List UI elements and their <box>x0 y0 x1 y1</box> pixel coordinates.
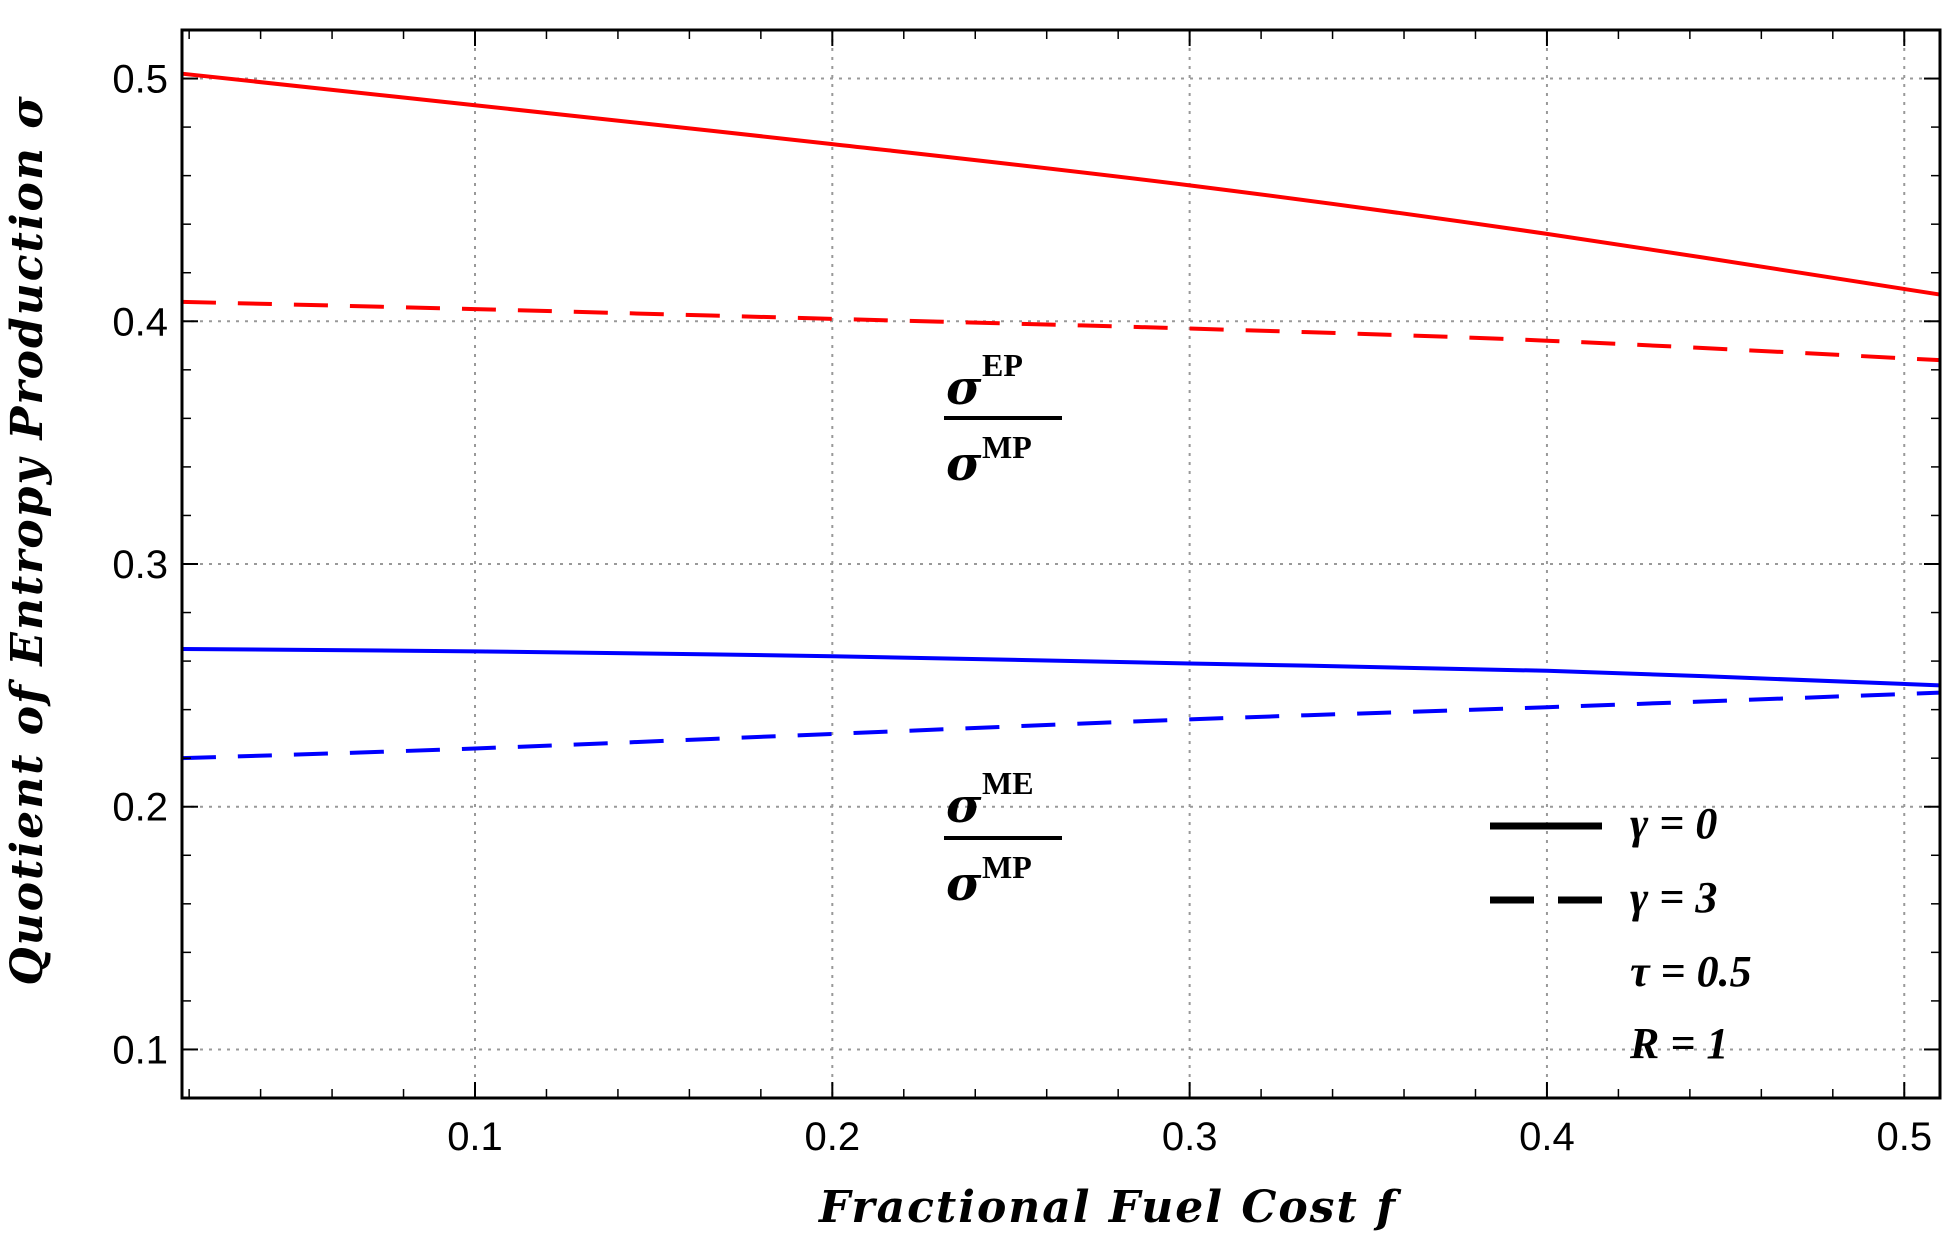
legend: γ = 0 γ = 3 τ = 0.5 R = 1 <box>1490 799 1752 1068</box>
series-layer <box>181 71 1941 761</box>
annotation-ep-denominator-sup: MP <box>982 429 1032 465</box>
y-tick-label: 0.2 <box>112 786 168 830</box>
annotation-ep-numerator-sup: EP <box>982 347 1023 383</box>
series-line-2 <box>181 646 1941 688</box>
tick-label-layer: 0.1 0.2 0.3 0.4 0.5 0.1 0.2 0.3 0.4 0.5 <box>112 58 1932 1159</box>
y-axis-title: Quotient of Entropy Production σ <box>2 94 53 985</box>
annotation-ep-mp: σ EP σ MP <box>944 347 1062 492</box>
annotation-ep-denominator-symbol: σ <box>946 436 982 492</box>
legend-label-gamma-3: γ = 3 <box>1630 873 1717 922</box>
annotation-me-numerator-sup: ME <box>982 765 1034 801</box>
y-tick-label: 0.5 <box>112 58 168 102</box>
series-line-0 <box>181 71 1941 297</box>
series-line-1 <box>181 299 1941 363</box>
x-tick-label: 0.2 <box>805 1115 861 1159</box>
legend-param-tau: τ = 0.5 <box>1630 947 1752 996</box>
x-tick-label: 0.1 <box>447 1115 503 1159</box>
legend-param-r: R = 1 <box>1629 1019 1728 1068</box>
series-line-3 <box>181 690 1941 761</box>
y-tick-label: 0.4 <box>112 300 168 344</box>
annotation-me-denominator-sup: MP <box>982 849 1032 885</box>
annotation-ep-numerator-symbol: σ <box>946 360 982 416</box>
y-tick-label: 0.3 <box>112 543 168 587</box>
grid-layer <box>182 30 1940 1098</box>
annotation-me-denominator-symbol: σ <box>946 856 982 912</box>
x-tick-label: 0.4 <box>1519 1115 1575 1159</box>
x-axis-title: Fractional Fuel Cost f <box>817 1182 1402 1233</box>
x-tick-label: 0.5 <box>1876 1115 1932 1159</box>
legend-label-gamma-0: γ = 0 <box>1630 799 1717 848</box>
ticks-layer <box>182 29 1940 1099</box>
x-tick-label: 0.3 <box>1162 1115 1218 1159</box>
annotation-me-numerator-symbol: σ <box>946 778 982 834</box>
y-tick-label: 0.1 <box>112 1028 168 1072</box>
annotation-me-mp: σ ME σ MP <box>944 765 1062 912</box>
